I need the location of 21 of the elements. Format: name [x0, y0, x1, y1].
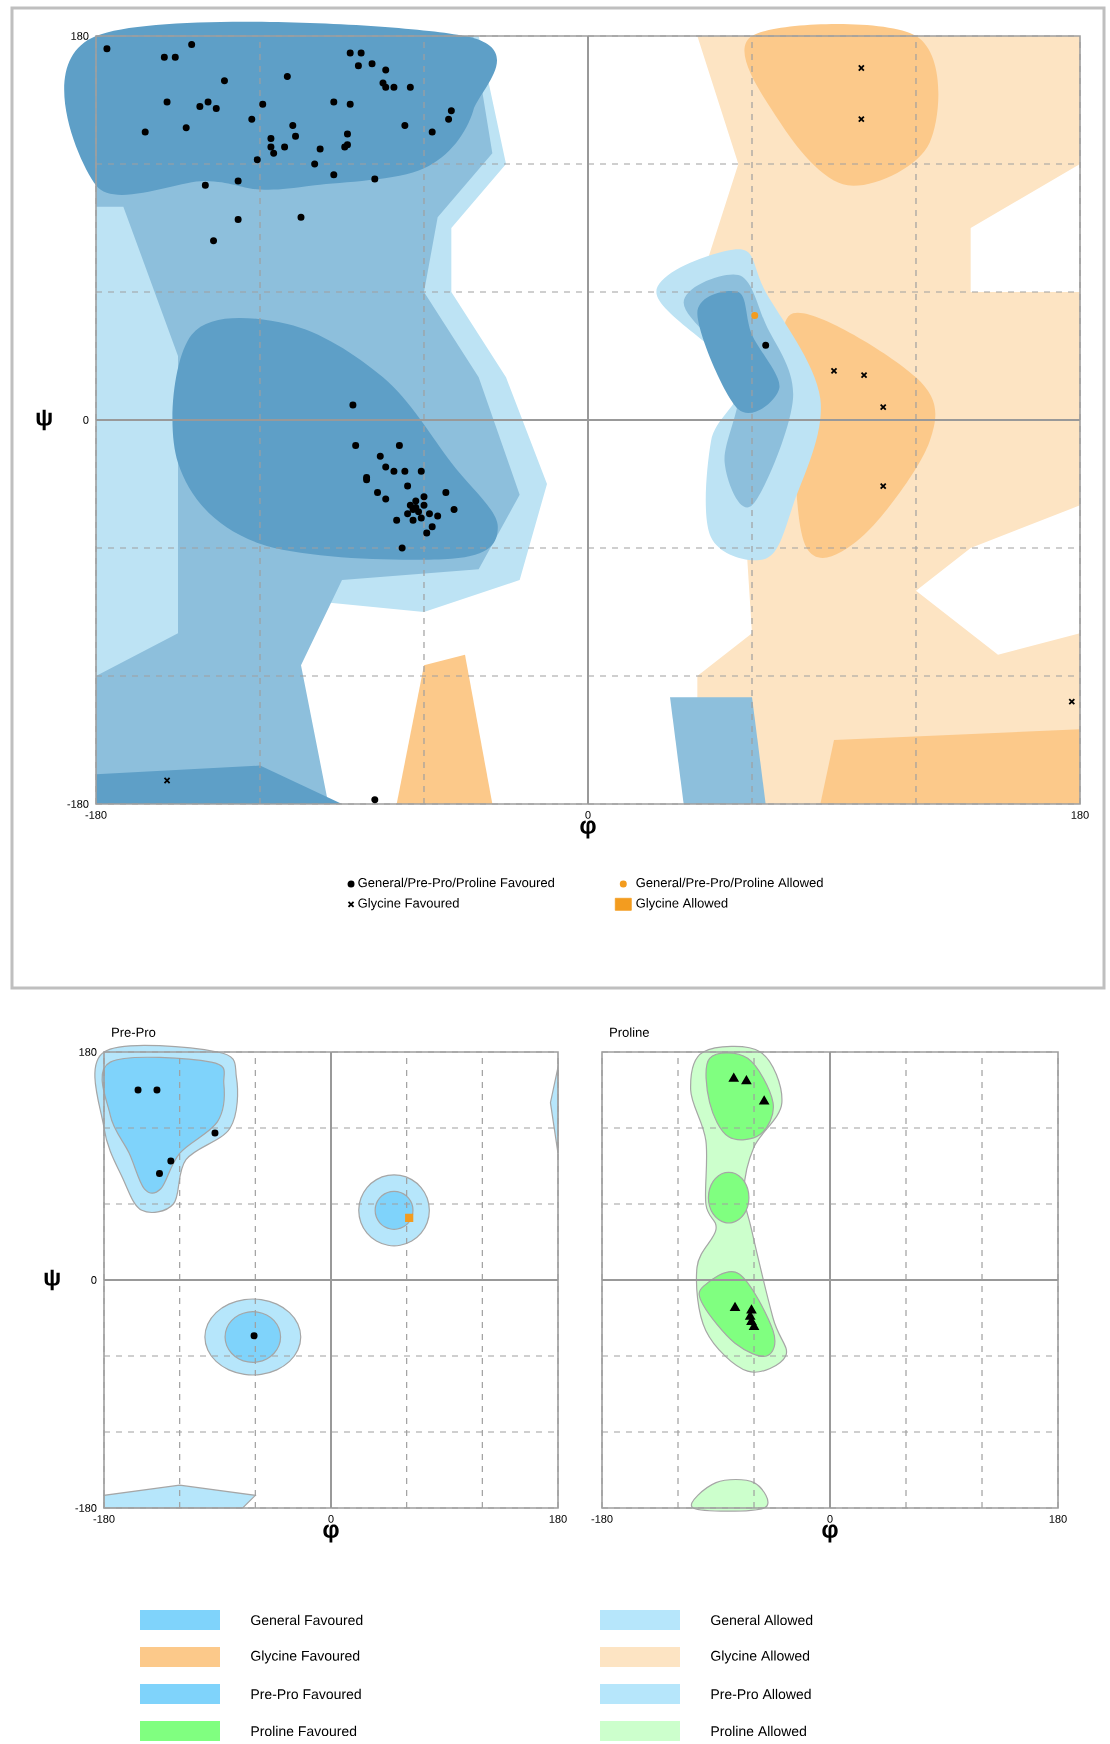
x-axis-title: φ [580, 820, 596, 839]
point [211, 1129, 219, 1137]
point [741, 1075, 752, 1085]
point [860, 371, 868, 379]
point [730, 1302, 740, 1311]
x-axis-title: φ [323, 1524, 339, 1543]
point [746, 1305, 757, 1314]
point [153, 1086, 161, 1094]
point [830, 367, 838, 375]
point [405, 1213, 414, 1223]
point [729, 1073, 739, 1082]
point [759, 1096, 769, 1105]
point [134, 1086, 142, 1094]
point [749, 1321, 759, 1330]
y-axis-title: ψ [36, 409, 52, 431]
point [751, 311, 759, 319]
x-axis-title: φ [822, 1524, 838, 1543]
point [167, 1157, 175, 1165]
point [155, 1170, 163, 1178]
point [250, 1332, 258, 1340]
y-axis-title: ψ [44, 1269, 60, 1291]
